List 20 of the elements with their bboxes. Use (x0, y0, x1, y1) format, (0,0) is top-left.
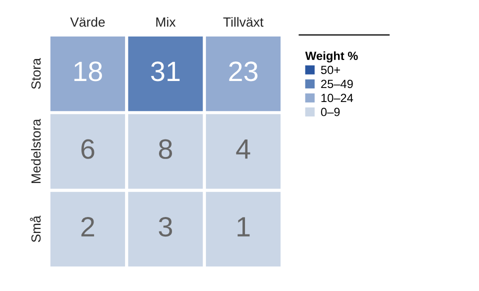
data-label: 1 (238, 217, 250, 236)
data-label: 23 (229, 62, 258, 82)
x-tick-label: Mix (156, 17, 176, 27)
data-label: 2 (81, 216, 94, 236)
y-tick-label: Medelstora (31, 118, 41, 184)
data-label: 31 (151, 62, 180, 82)
x-tick-label: Värde (70, 17, 105, 27)
data-label: 6 (81, 139, 94, 159)
x-tick-label: Tillväxt (223, 17, 264, 27)
legend-title: Weight % (305, 51, 358, 62)
legend-label: 25–49 (321, 80, 353, 88)
legend-label: 50+ (321, 66, 340, 74)
legend-label: 10–24 (321, 94, 354, 102)
data-label: 8 (158, 139, 172, 159)
data-label: 18 (74, 62, 102, 82)
legend-label: 0–9 (321, 108, 340, 116)
data-label: 4 (236, 140, 250, 159)
y-tick-label: Små (30, 216, 41, 242)
y-tick-label: Stora (31, 58, 41, 89)
data-label: 3 (158, 216, 172, 237)
